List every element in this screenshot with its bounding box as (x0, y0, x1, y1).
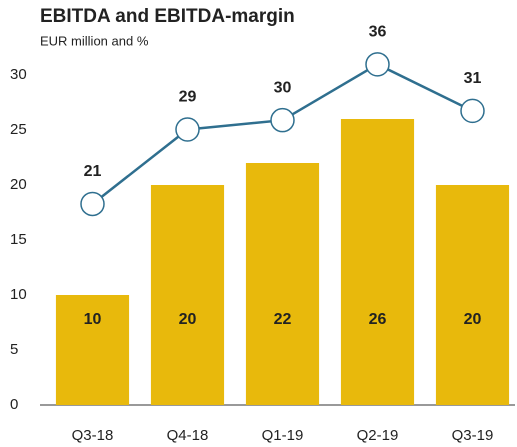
line-value-label: 36 (369, 24, 387, 41)
y-tick-label: 15 (10, 231, 27, 248)
line-value-label: 21 (84, 163, 102, 180)
chart-title: EBITDA and EBITDA-margin (40, 6, 295, 27)
bar (150, 185, 225, 405)
line-value-label: 31 (464, 70, 482, 87)
bar (435, 185, 510, 405)
y-tick-label: 0 (10, 396, 18, 413)
y-tick-label: 30 (10, 66, 27, 83)
x-tick-label: Q3-19 (452, 427, 494, 444)
bar-value-label: 22 (274, 311, 292, 328)
line-point (460, 98, 485, 124)
bar (340, 119, 415, 405)
bar (55, 295, 130, 405)
x-tick-label: Q4-18 (167, 427, 209, 444)
x-tick-label: Q3-18 (72, 427, 114, 444)
y-tick-label: 10 (10, 286, 27, 303)
line-value-label: 29 (179, 89, 197, 106)
bar-value-label: 10 (84, 311, 102, 328)
y-tick-label: 5 (10, 341, 18, 358)
x-tick-label: Q2-19 (357, 427, 399, 444)
line-point (365, 52, 390, 77)
y-tick-label: 25 (10, 121, 27, 138)
line-point (175, 117, 200, 142)
bar-value-label: 20 (179, 311, 197, 328)
line-value-label: 30 (274, 79, 292, 96)
bar-value-label: 26 (369, 311, 387, 328)
x-tick-label: Q1-19 (262, 427, 304, 444)
line-point (80, 191, 105, 217)
bar-value-label: 20 (464, 311, 482, 328)
line-point (270, 107, 295, 133)
y-tick-label: 20 (10, 176, 27, 193)
chart-subtitle: EUR million and % (40, 33, 149, 48)
bar (245, 163, 320, 405)
